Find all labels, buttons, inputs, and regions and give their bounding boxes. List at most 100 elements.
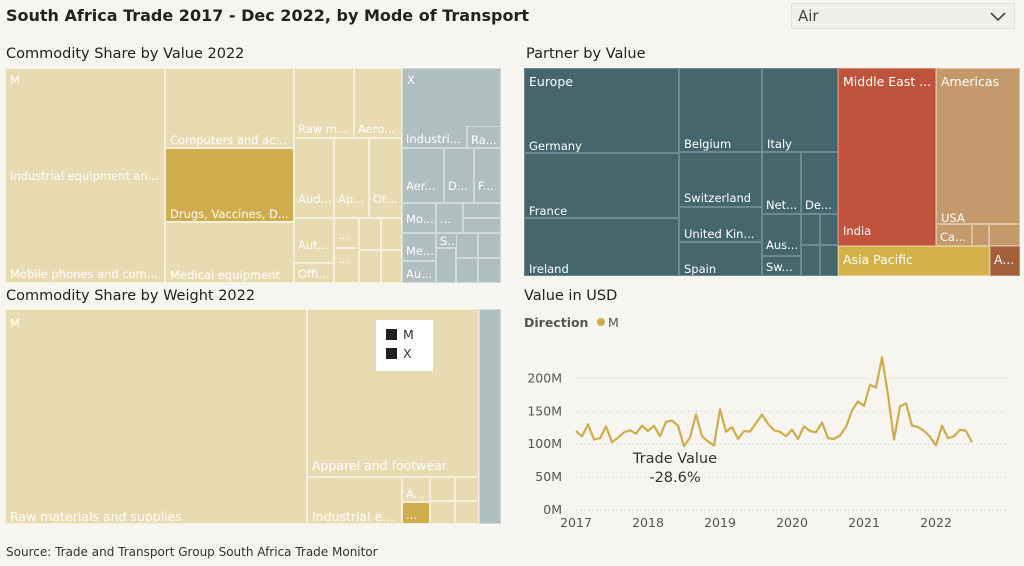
tile-x-group[interactable] [479, 309, 501, 524]
tile-office[interactable]: Offi... [294, 263, 334, 283]
tile-x-f[interactable]: F... [474, 148, 501, 203]
tile-label: ... [406, 508, 417, 522]
partner-treemap-title: Partner by Value [526, 46, 646, 62]
tile-x-small[interactable] [456, 258, 478, 283]
tile-label: Aut... [298, 238, 329, 252]
tile-x-small[interactable] [463, 218, 501, 233]
tile-small[interactable] [455, 477, 479, 501]
y-tick-label: 50M [535, 469, 562, 484]
source-footnote: Source: Trade and Transport Group South … [6, 545, 378, 559]
chart-legend-item-m[interactable]: M [597, 315, 619, 330]
tile-raw-materials[interactable]: M Raw materials and supplies [5, 309, 307, 524]
tile-label: Spain [684, 262, 717, 276]
tile-small[interactable] [801, 214, 820, 245]
annotation-value: -28.6% [649, 470, 701, 486]
tile-x-me[interactable]: Me... [402, 233, 436, 261]
chart-x-axis: 2017 2018 2019 2020 2021 2022 [560, 515, 952, 530]
tile-label: De... [805, 198, 832, 212]
tile-a[interactable]: A... [402, 477, 430, 502]
tile-canada[interactable]: Ca... [936, 224, 972, 246]
value-chart-title: Value in USD [524, 288, 618, 304]
tile-x-small[interactable]: ... [436, 203, 463, 233]
tile-label: Asia Pacific [843, 252, 913, 267]
tile-denmark[interactable]: De... [801, 152, 838, 214]
tile-small[interactable] [989, 224, 1020, 246]
tile-x-raw[interactable]: Ra... [467, 126, 501, 148]
tile-small[interactable] [381, 218, 402, 250]
tile-automotive[interactable]: Aut... [294, 218, 334, 263]
legend-label: X [403, 346, 412, 361]
tile-small[interactable] [972, 224, 989, 246]
tile-label: Ra... [471, 133, 497, 147]
tile-switzerland[interactable]: Switzerland [679, 152, 762, 207]
tile-drugs-vaccines[interactable]: Drugs, Vaccines, D... [165, 148, 294, 222]
tile-audio[interactable]: Aud... [294, 138, 334, 218]
tile-x-small[interactable] [456, 233, 478, 258]
tile-computers[interactable]: Computers and acc... [165, 68, 294, 148]
tile-x-mo[interactable]: Mo... [402, 203, 436, 233]
x-tick-label: 2019 [704, 515, 736, 530]
tile-small[interactable] [801, 245, 820, 276]
tile-x-au[interactable]: Au... [402, 261, 436, 283]
tile-label: Aer... [406, 179, 436, 193]
treemap-group-label-europe: Europe [529, 74, 573, 89]
tile-label: F... [478, 179, 494, 193]
chevron-down-icon[interactable] [988, 9, 1008, 28]
tile-italy[interactable]: Italy [762, 68, 838, 152]
tile-belgium[interactable]: Belgium [679, 68, 762, 152]
legend-item-m[interactable]: M [386, 327, 414, 342]
tile-small[interactable] [820, 245, 838, 276]
tile-americas[interactable]: Americas USA [936, 68, 1020, 224]
tile-label: Industrial e... [312, 509, 395, 524]
tile-aero[interactable]: Aero... [354, 68, 402, 138]
tile-x-d[interactable]: D... [444, 148, 474, 203]
tile-europe[interactable]: Europe Germany [524, 68, 679, 153]
dropdown-selected-value: Air [798, 7, 819, 25]
tile-asia-pacific[interactable]: Asia Pacific [838, 246, 990, 276]
tile-austria[interactable]: Aus... [762, 214, 801, 256]
tile-raw-materials[interactable]: Raw m... [294, 68, 354, 138]
tile-ireland[interactable]: Ireland [524, 218, 679, 276]
tile-industrial-equipment[interactable]: M Industrial equipment an... Mobile phon… [5, 68, 165, 283]
tile-small[interactable] [381, 250, 402, 283]
tile-x-small[interactable] [463, 203, 501, 218]
mode-of-transport-dropdown[interactable]: Air [791, 3, 1015, 29]
tile-small[interactable] [430, 501, 455, 524]
tile-x-small[interactable] [478, 258, 501, 283]
tile-industrial-equipment[interactable]: Industrial e... [307, 477, 402, 524]
annotation-title: Trade Value [632, 451, 718, 467]
tile-medical-equipment[interactable]: Medical equipment [165, 222, 294, 283]
tile-uk[interactable]: United Kin... [679, 207, 762, 242]
x-tick-label: 2020 [776, 515, 808, 530]
x-tick-label: 2021 [848, 515, 880, 530]
tile-small[interactable] [430, 477, 455, 501]
tile-africa[interactable]: A... [990, 246, 1020, 276]
tile-small[interactable]: ... [334, 248, 359, 283]
tile-label: Me... [406, 244, 434, 258]
tile-label: Aus... [766, 238, 799, 252]
tile-label: Aud... [298, 192, 332, 206]
tile-drugs[interactable]: ... [402, 502, 430, 524]
tile-x-small[interactable] [436, 248, 456, 283]
tile-small[interactable] [820, 214, 838, 245]
tile-netherlands[interactable]: Net... [762, 152, 801, 214]
legend-item-x[interactable]: X [386, 346, 412, 361]
tile-small[interactable]: ... [334, 218, 359, 248]
tile-france[interactable]: France [524, 153, 679, 218]
tile-x-aero[interactable]: Aer... [402, 148, 444, 203]
tile-x-small[interactable] [478, 233, 501, 258]
tile-small[interactable] [359, 250, 381, 283]
tile-apparel[interactable]: Ap... [334, 138, 369, 218]
legend-label: M [608, 315, 619, 330]
tile-label: Au... [406, 267, 433, 281]
tile-label: Industrial equipment an... [10, 169, 159, 183]
tile-sweden[interactable]: Sw... [762, 256, 801, 276]
tile-small[interactable] [455, 501, 479, 524]
page-title: South Africa Trade 2017 - Dec 2022, by M… [6, 6, 529, 25]
tile-other[interactable]: Ot... [369, 138, 402, 218]
tile-x-industri[interactable]: Industri... [402, 126, 467, 148]
tile-spain[interactable]: Spain [679, 242, 762, 276]
tile-middle-east[interactable]: Middle East ... India [838, 68, 936, 246]
tile-small[interactable] [359, 218, 381, 250]
